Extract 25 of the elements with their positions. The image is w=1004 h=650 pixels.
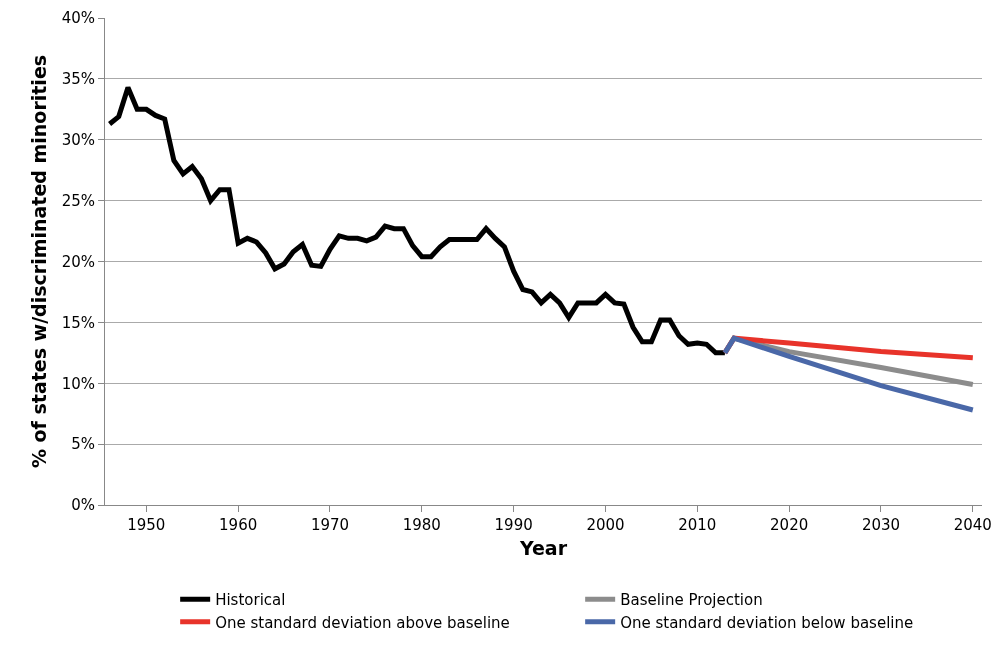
x-tick-label: 2030	[861, 516, 901, 534]
y-tick-label: 15%	[61, 313, 95, 332]
y-tick-label: 30%	[61, 131, 95, 149]
y-axis-title: % of states w/discriminated minorities	[27, 54, 50, 469]
y-tick-label: 0%	[71, 496, 95, 515]
x-tick-label: 2020	[770, 516, 809, 534]
x-tick-label: 2000	[586, 516, 625, 534]
x-tick-label: 1980	[402, 516, 441, 534]
y-tick-label: 35%	[61, 70, 95, 89]
y-tick-label: 20%	[61, 252, 95, 271]
y-tick-label: 5%	[71, 435, 95, 454]
y-tick-label: 25%	[61, 191, 95, 210]
legend-label: Baseline Projection	[620, 591, 763, 610]
legend-label: Historical	[215, 591, 286, 610]
y-tick-label: 40%	[61, 9, 95, 28]
x-tick-label: 1970	[310, 516, 350, 534]
x-tick-label: 2040	[953, 516, 992, 534]
x-tick-label: 1950	[127, 516, 166, 534]
y-tick-label: 10%	[61, 374, 95, 393]
legend-label: One standard deviation below baseline	[620, 613, 914, 632]
legend-label: One standard deviation above baseline	[215, 613, 510, 632]
x-tick-label: 2010	[678, 516, 717, 534]
x-tick-label: 1990	[494, 516, 533, 534]
x-tick-label: 1960	[219, 516, 258, 534]
x-axis-title: Year	[518, 536, 568, 559]
